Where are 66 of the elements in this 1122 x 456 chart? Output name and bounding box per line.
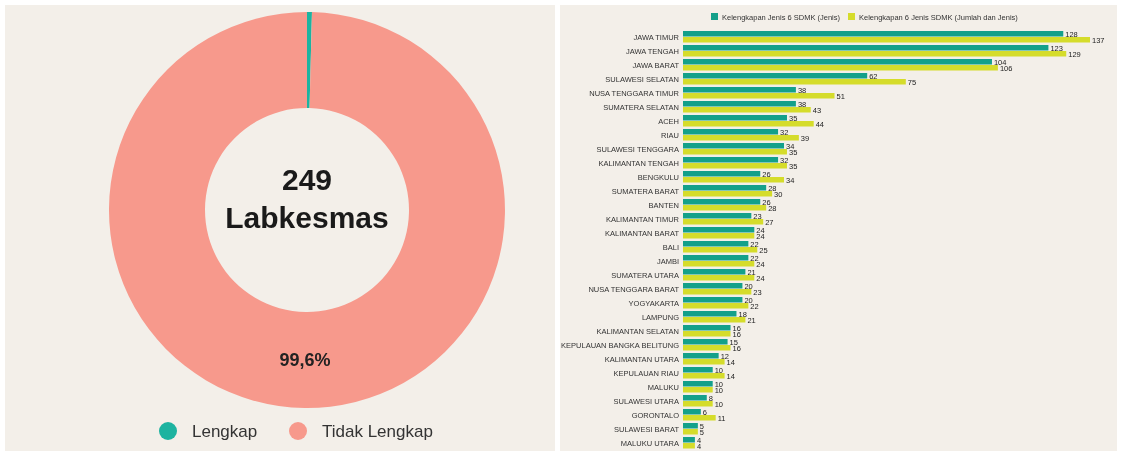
bar [683, 339, 728, 345]
bar [683, 437, 695, 443]
bar [683, 227, 755, 233]
donut-slice [307, 12, 312, 109]
data-label: 99,6% [279, 349, 331, 370]
bar [683, 311, 737, 317]
bar [683, 247, 758, 253]
bar [683, 359, 725, 365]
bar [683, 101, 796, 107]
legend-label: Tidak Lengkap [322, 422, 433, 441]
bar [683, 157, 779, 163]
bar [683, 381, 713, 387]
bar [683, 331, 731, 337]
bar [683, 51, 1067, 57]
bar [683, 409, 701, 415]
bar [683, 59, 992, 65]
bar [683, 45, 1049, 51]
bar [683, 261, 755, 267]
bar [683, 367, 713, 373]
bar [683, 387, 713, 393]
bar [683, 149, 787, 155]
bar [683, 163, 787, 169]
bar [683, 317, 746, 323]
bar [683, 401, 713, 407]
bar [683, 213, 752, 219]
bar [683, 135, 799, 141]
bar [683, 283, 743, 289]
bar [683, 303, 749, 309]
bar [683, 177, 785, 183]
bar [683, 129, 779, 135]
bar [683, 415, 716, 421]
bar [683, 31, 1064, 37]
bar [683, 121, 814, 127]
bar [683, 205, 767, 211]
bar [683, 353, 719, 359]
text: 249 Labkesmas [225, 163, 389, 234]
bar [683, 395, 707, 401]
bar [683, 325, 731, 331]
bar [683, 255, 749, 261]
bar [683, 185, 767, 191]
bar [683, 93, 835, 99]
bar [683, 73, 868, 79]
bar [683, 269, 746, 275]
bar [683, 79, 906, 85]
bar [683, 199, 761, 205]
bar [683, 345, 731, 351]
bar [683, 289, 752, 295]
bar [683, 429, 698, 435]
donut-slice [109, 12, 505, 408]
bar [683, 143, 785, 149]
bar [683, 171, 761, 177]
bar [683, 241, 749, 247]
bar [683, 275, 755, 281]
bar [683, 423, 698, 429]
legend-label: Lengkap [192, 422, 258, 441]
bar [683, 37, 1090, 43]
bar [683, 443, 695, 449]
bar [683, 107, 811, 113]
bar [683, 373, 725, 379]
bar [683, 297, 743, 303]
bar [683, 87, 796, 93]
bar [683, 219, 764, 225]
bar [683, 115, 787, 121]
bar [683, 233, 755, 239]
bar [683, 191, 773, 197]
bar [683, 65, 998, 71]
